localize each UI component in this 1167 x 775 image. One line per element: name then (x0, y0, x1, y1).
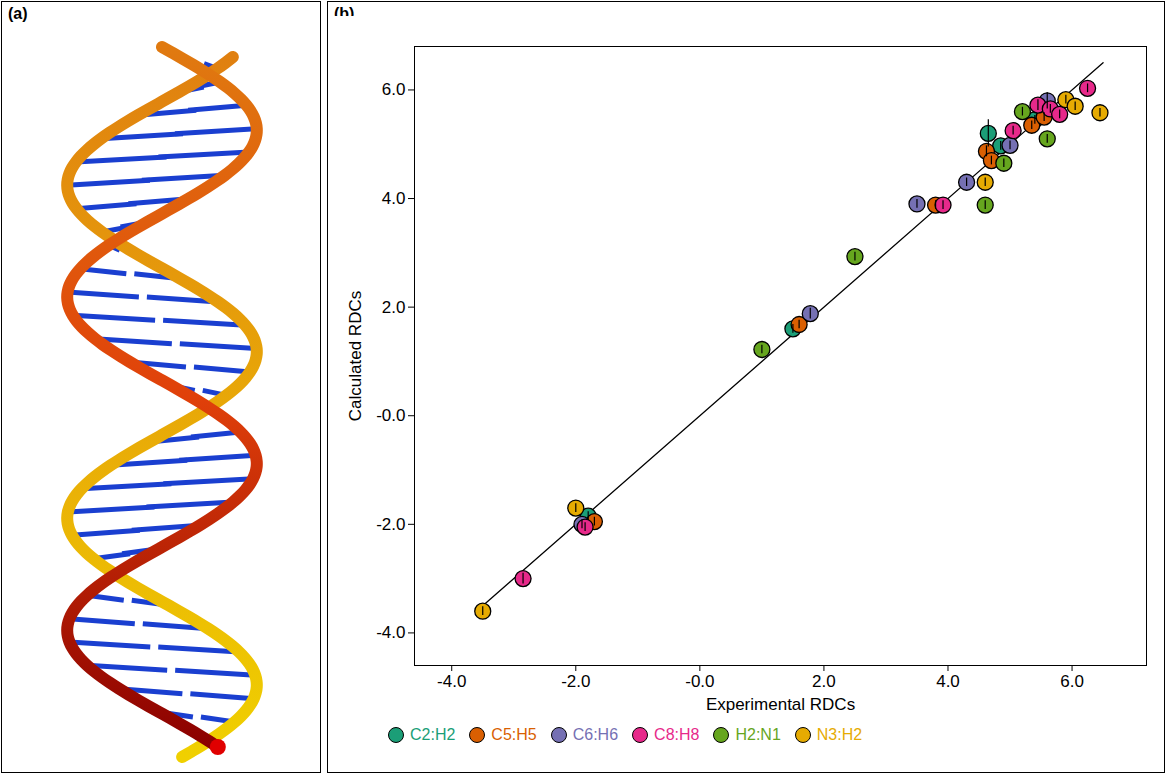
svg-text:6.0: 6.0 (1060, 672, 1084, 691)
html-text:C6:H6: C6:H6 (572, 726, 619, 743)
html-text:C2:H2: C2:H2 (410, 726, 456, 743)
svg-text:2.0: 2.0 (382, 298, 406, 317)
svg-text:-2.0: -2.0 (376, 515, 405, 534)
html-text:(a): (a) (8, 5, 28, 22)
svg-text:-2.0: -2.0 (561, 672, 590, 691)
html-text:H2:N1: H2:N1 (735, 726, 781, 743)
svg-text:Experimental RDCs: Experimental RDCs (706, 695, 855, 714)
svg-text:-4.0: -4.0 (437, 672, 466, 691)
svg-text:2.0: 2.0 (812, 672, 836, 691)
html-text:(b): (b) (334, 5, 355, 22)
svg-text:6.0: 6.0 (382, 80, 406, 99)
html-text:N3:H2: N3:H2 (816, 726, 863, 743)
html-text:C8:H8: C8:H8 (654, 726, 700, 743)
svg-text:-0.0: -0.0 (685, 672, 714, 691)
svg-text:Calculated RDCs: Calculated RDCs (346, 291, 365, 421)
svg-text:4.0: 4.0 (936, 672, 960, 691)
svg-text:-0.0: -0.0 (376, 406, 405, 425)
html-text:C5:H5: C5:H5 (491, 726, 537, 743)
svg-text:-4.0: -4.0 (376, 623, 405, 642)
svg-text:4.0: 4.0 (382, 189, 406, 208)
